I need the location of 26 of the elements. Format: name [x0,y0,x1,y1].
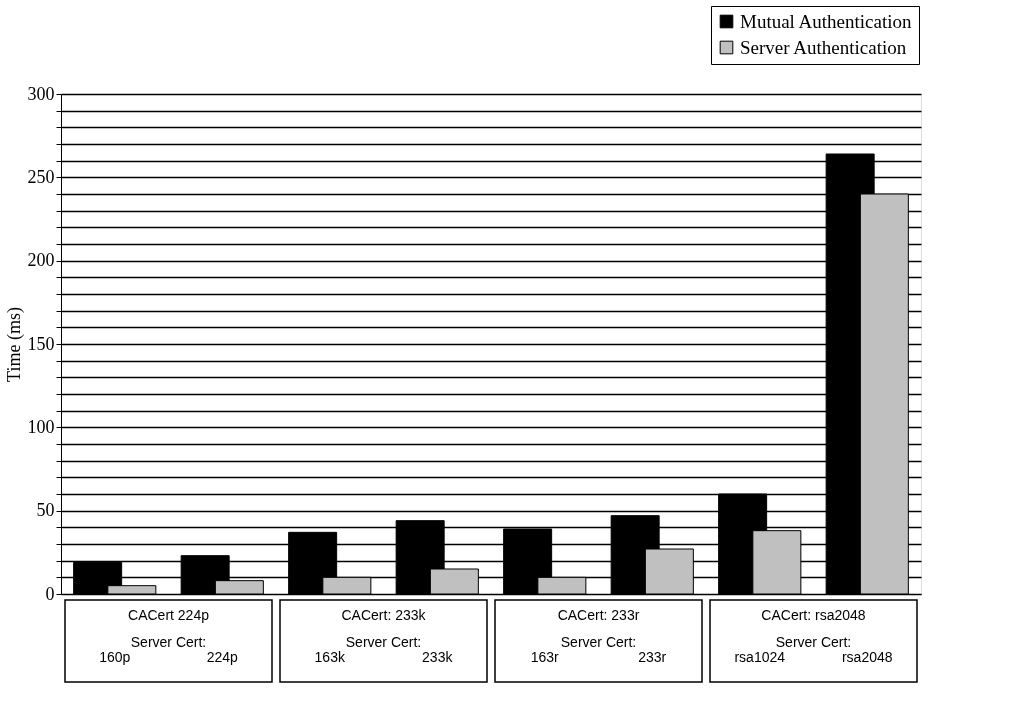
y-tick-label: 200 [27,250,55,271]
x-tick-label: 163k [314,648,346,665]
y-axis-title: Time (ms) [3,307,25,382]
y-tick-label: 150 [27,333,55,354]
y-tick-label: 0 [45,583,55,604]
legend-label: Mutual Authentication [740,10,912,32]
y-tick-label: 50 [36,500,55,521]
x-tick-label: rsa1024 [734,648,786,665]
y-tick-label: 250 [27,166,55,187]
text: Server Cert: [130,634,207,650]
text: Server Cert: [345,634,422,650]
text: CACert: rsa2048 [761,607,866,623]
x-tick-label: 160p [99,648,131,665]
x-tick-label: 233r [638,648,667,665]
text: Server Cert: [560,634,637,650]
legend-label: Server Authentication [740,36,907,58]
text: CACert 224p [128,607,210,623]
x-tick-label: 163r [530,648,560,665]
text: CACert: 233k [341,607,427,623]
text: CACert: 233r [557,607,640,623]
text: Server Cert: [775,634,852,650]
y-tick-label: 100 [27,416,55,437]
x-tick-label: 233k [422,648,454,665]
x-tick-label: rsa2048 [841,648,893,665]
x-tick-label: 224p [206,648,239,665]
y-tick-label: 300 [27,83,55,104]
